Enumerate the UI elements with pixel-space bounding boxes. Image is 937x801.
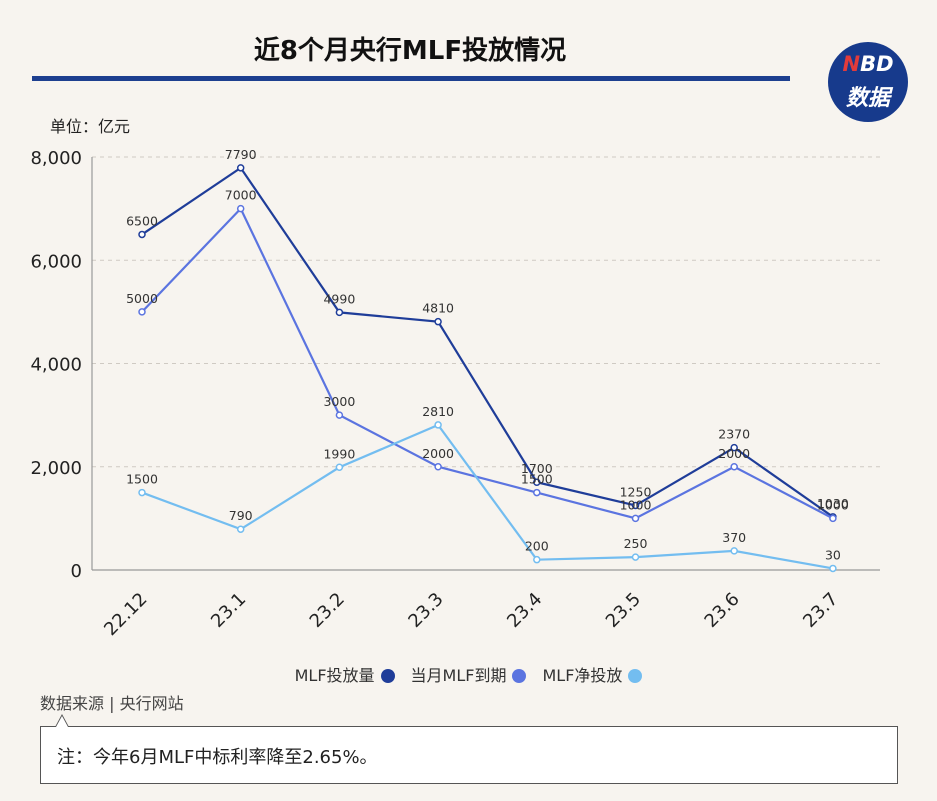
- x-tick-label: 22.12: [100, 589, 151, 640]
- data-point: [631, 553, 640, 561]
- legend-label: 当月MLF到期: [410, 666, 507, 685]
- unit-label: 单位：亿元: [50, 117, 130, 136]
- logo-nbd-text: NBD: [842, 52, 894, 76]
- data-label: 790: [229, 508, 253, 523]
- data-point: [236, 164, 245, 172]
- legend-item: MLF净投放: [542, 662, 643, 686]
- data-point: [829, 514, 837, 523]
- line-chart: 单位：亿元 0 2,000 4,000 6,000 8,000 22.12 23.1 23.2 2…: [30, 117, 880, 640]
- data-point: [730, 547, 738, 555]
- data-point: [335, 411, 344, 419]
- data-label: 2810: [422, 404, 454, 419]
- x-tick-label: 23.4: [503, 589, 546, 632]
- data-label: 1990: [323, 446, 355, 461]
- legend-swatch: [512, 669, 527, 683]
- data-label: 1700: [521, 461, 553, 476]
- data-point: [533, 488, 541, 497]
- logo-data-text: 数据: [845, 86, 890, 111]
- series-line: [141, 206, 834, 520]
- legend-swatch: [380, 669, 395, 683]
- data-point: [533, 478, 541, 486]
- data-point: [434, 463, 442, 471]
- x-tick-label: 23.2: [306, 589, 349, 632]
- data-label: 250: [624, 536, 648, 551]
- data-point: [138, 308, 146, 316]
- legend-swatch: [628, 669, 643, 683]
- series-line: [141, 423, 834, 570]
- y-tick-label: 0: [71, 561, 82, 582]
- legend-item: MLF投放量: [295, 662, 395, 686]
- x-tick-label: 23.5: [602, 589, 645, 632]
- data-point: [730, 463, 738, 471]
- data-point: [138, 488, 146, 497]
- data-label: 1030: [817, 496, 849, 511]
- nbd-logo: NBD 数据: [828, 42, 908, 122]
- legend-label: MLF净投放: [542, 666, 623, 685]
- title-underline: [32, 76, 790, 81]
- x-tick-label: 23.6: [701, 589, 744, 632]
- data-source: 数据来源 | 央行网站: [40, 694, 184, 713]
- data-label: 7000: [225, 188, 257, 203]
- data-label: 200: [525, 539, 549, 554]
- data-label: 2000: [422, 446, 454, 461]
- data-point: [335, 463, 344, 472]
- data-label: 4990: [323, 291, 355, 306]
- x-tick-label: 23.7: [799, 589, 842, 632]
- data-label: 370: [722, 530, 746, 545]
- data-point: [434, 421, 442, 429]
- series-line: [141, 166, 834, 518]
- data-label: 1250: [620, 484, 652, 499]
- y-tick-label: 2,000: [30, 458, 82, 479]
- data-point: [533, 555, 541, 564]
- data-label: 7790: [225, 147, 257, 162]
- x-tick-label: 23.3: [404, 589, 447, 632]
- chart-legend: MLF投放量 当月MLF到期 MLF净投放: [0, 662, 937, 686]
- data-label: 5000: [126, 291, 158, 306]
- note-box: 注：今年6月MLF中标利率降至2.65%。: [40, 726, 898, 784]
- chart-title: 近8个月央行MLF投放情况: [253, 36, 567, 66]
- legend-label: MLF投放量: [294, 666, 375, 685]
- data-point: [829, 564, 837, 573]
- data-point: [631, 514, 640, 523]
- data-point: [335, 308, 344, 317]
- data-label: 6500: [126, 213, 158, 228]
- data-label: 30: [825, 547, 841, 562]
- data-point: [434, 317, 442, 326]
- data-point: [236, 204, 245, 213]
- data-point: [138, 230, 146, 239]
- y-tick-label: 4,000: [30, 355, 82, 376]
- data-label: 1000: [620, 497, 652, 512]
- data-label: 4810: [422, 301, 454, 316]
- y-tick-label: 6,000: [30, 251, 82, 272]
- data-label: 2370: [718, 427, 750, 442]
- x-tick-label: 23.1: [207, 589, 250, 632]
- data-label: 3000: [323, 394, 355, 409]
- data-point: [236, 525, 245, 533]
- note-text: 注：今年6月MLF中标利率降至2.65%。: [57, 747, 378, 768]
- data-label: 1000: [817, 497, 849, 512]
- data-label: 1500: [126, 472, 158, 487]
- data-point: [631, 501, 640, 510]
- data-label: 1500: [521, 472, 553, 487]
- legend-item: 当月MLF到期: [411, 662, 527, 686]
- y-tick-label: 8,000: [30, 148, 82, 169]
- data-label: 2000: [718, 446, 750, 461]
- data-point: [730, 443, 738, 452]
